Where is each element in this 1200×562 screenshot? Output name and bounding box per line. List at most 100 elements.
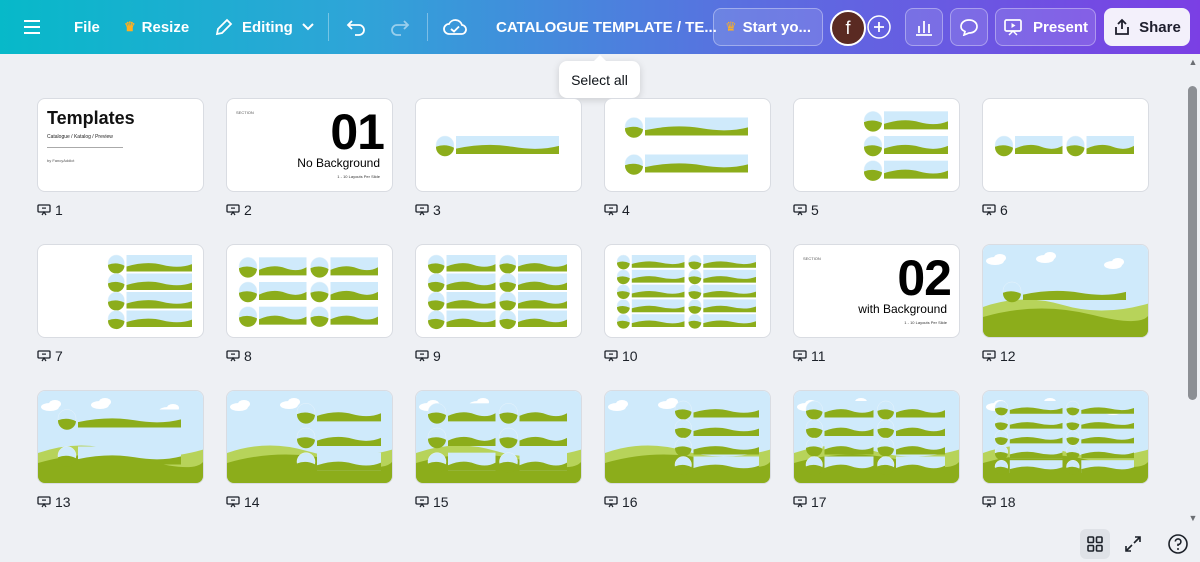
- slide-number-text: 14: [244, 494, 260, 510]
- slide-number: 3: [415, 202, 441, 218]
- slide-preview[interactable]: [604, 98, 771, 192]
- slide-artwork: [435, 135, 559, 157]
- comment-icon: [960, 19, 978, 36]
- comments-button[interactable]: [950, 8, 988, 46]
- slide-number: 7: [37, 348, 63, 364]
- scroll-down-icon[interactable]: ▼: [1188, 513, 1198, 523]
- slide-number-text: 8: [244, 348, 252, 364]
- slide-artwork: [605, 391, 770, 483]
- presentation-icon: [604, 496, 618, 508]
- slide-preview[interactable]: [982, 244, 1149, 338]
- slide-preview[interactable]: [982, 98, 1149, 192]
- slide-preview[interactable]: Templates Catalogue / Katalog / Preview …: [37, 98, 204, 192]
- present-label: Present: [1032, 18, 1089, 36]
- scroll-up-icon[interactable]: ▲: [1188, 57, 1198, 67]
- scrollbar-thumb[interactable]: [1188, 86, 1197, 400]
- slide-preview[interactable]: [415, 244, 582, 338]
- section-note: 1 - 10 Layouts Per Slide: [904, 320, 947, 325]
- share-label: Share: [1139, 18, 1181, 36]
- section-label: SECTION: [236, 110, 254, 115]
- divider: [47, 147, 123, 148]
- slide-thumbnail-15[interactable]: 15: [415, 390, 582, 510]
- slide-thumbnail-11[interactable]: SECTION 02 with Background 1 - 10 Layout…: [793, 244, 960, 364]
- slide-preview[interactable]: SECTION 01 No Background 1 - 10 Layouts …: [226, 98, 393, 192]
- editing-label: Editing: [242, 18, 293, 36]
- slide-thumbnail-9[interactable]: 9: [415, 244, 582, 364]
- slide-preview[interactable]: SECTION 02 with Background 1 - 10 Layout…: [793, 244, 960, 338]
- menu-button[interactable]: [22, 0, 42, 54]
- grid-view-button[interactable]: [1080, 529, 1110, 559]
- slide-preview[interactable]: [37, 244, 204, 338]
- presentation-icon: [415, 496, 429, 508]
- slide-preview[interactable]: [226, 244, 393, 338]
- help-button[interactable]: [1163, 529, 1193, 559]
- slide-thumbnail-8[interactable]: 8: [226, 244, 393, 364]
- slide-number: 13: [37, 494, 71, 510]
- slide-thumbnail-14[interactable]: 14: [226, 390, 393, 510]
- section-label: SECTION: [803, 256, 821, 261]
- start-trial-button[interactable]: ♛ Start yo...: [713, 8, 823, 46]
- slide-number-text: 12: [1000, 348, 1016, 364]
- slide-thumbnail-3[interactable]: 3: [415, 98, 582, 218]
- resize-label: Resize: [141, 18, 190, 36]
- slide-number: 11: [793, 348, 826, 364]
- slide-artwork: [38, 391, 203, 483]
- slide-preview[interactable]: [415, 98, 582, 192]
- document-title-text: CATALOGUE TEMPLATE / TE...: [496, 18, 717, 36]
- slide-preview[interactable]: [415, 390, 582, 484]
- slide-preview[interactable]: [37, 390, 204, 484]
- slide-thumbnail-6[interactable]: 6: [982, 98, 1149, 218]
- fullscreen-button[interactable]: [1118, 529, 1148, 559]
- cover-title: Templates: [47, 108, 135, 128]
- slide-thumbnail-10[interactable]: 10: [604, 244, 771, 364]
- insights-button[interactable]: [905, 8, 943, 46]
- slide-number-text: 18: [1000, 494, 1016, 510]
- slide-number-text: 9: [433, 348, 441, 364]
- slide-artwork: [416, 391, 581, 483]
- resize-button[interactable]: ♛ Resize: [124, 0, 189, 54]
- slide-artwork: [983, 391, 1148, 483]
- slide-thumbnail-17[interactable]: 17: [793, 390, 960, 510]
- slide-thumbnail-13[interactable]: 13: [37, 390, 204, 510]
- slide-number: 15: [415, 494, 449, 510]
- undo-icon: [346, 20, 365, 36]
- presentation-icon: [415, 350, 429, 362]
- select-all-tooltip[interactable]: Select all: [559, 55, 640, 98]
- slide-thumbnail-7[interactable]: 7: [37, 244, 204, 364]
- file-menu[interactable]: File: [74, 0, 100, 54]
- slide-thumbnail-2[interactable]: SECTION 01 No Background 1 - 10 Layouts …: [226, 98, 393, 218]
- presentation-icon: [982, 350, 996, 362]
- slide-number-text: 5: [811, 202, 819, 218]
- document-title[interactable]: CATALOGUE TEMPLATE / TE...: [496, 0, 717, 54]
- editing-dropdown[interactable]: Editing: [214, 0, 315, 54]
- grid-view-icon: [1087, 536, 1103, 552]
- slide-number-text: 13: [55, 494, 71, 510]
- slide-preview[interactable]: [793, 98, 960, 192]
- slide-thumbnail-16[interactable]: 16: [604, 390, 771, 510]
- slide-thumbnail-12[interactable]: 12: [982, 244, 1149, 364]
- redo-button[interactable]: [389, 0, 411, 54]
- slide-thumbnail-5[interactable]: 5: [793, 98, 960, 218]
- undo-button[interactable]: [345, 0, 367, 54]
- slide-preview[interactable]: [604, 390, 771, 484]
- slide-thumbnail-18[interactable]: 18: [982, 390, 1149, 510]
- add-collaborator-button[interactable]: [862, 8, 896, 46]
- present-button[interactable]: Present: [995, 8, 1096, 46]
- slide-preview[interactable]: [226, 390, 393, 484]
- presentation-icon: [793, 496, 807, 508]
- avatar[interactable]: f: [830, 10, 866, 46]
- slide-number-text: 10: [622, 348, 638, 364]
- pencil-icon: [215, 18, 233, 36]
- slide-thumbnail-4[interactable]: 4: [604, 98, 771, 218]
- slide-thumbnail-1[interactable]: Templates Catalogue / Katalog / Preview …: [37, 98, 204, 218]
- cover-subtitle: Catalogue / Katalog / Preview: [47, 134, 113, 140]
- slide-preview[interactable]: [793, 390, 960, 484]
- slide-number: 14: [226, 494, 260, 510]
- cloud-save-status[interactable]: [443, 0, 467, 54]
- slide-preview[interactable]: [604, 244, 771, 338]
- presentation-icon: [604, 204, 618, 216]
- share-button[interactable]: Share: [1104, 8, 1190, 46]
- start-label: Start yo...: [742, 18, 811, 36]
- presentation-icon: [982, 204, 996, 216]
- slide-preview[interactable]: [982, 390, 1149, 484]
